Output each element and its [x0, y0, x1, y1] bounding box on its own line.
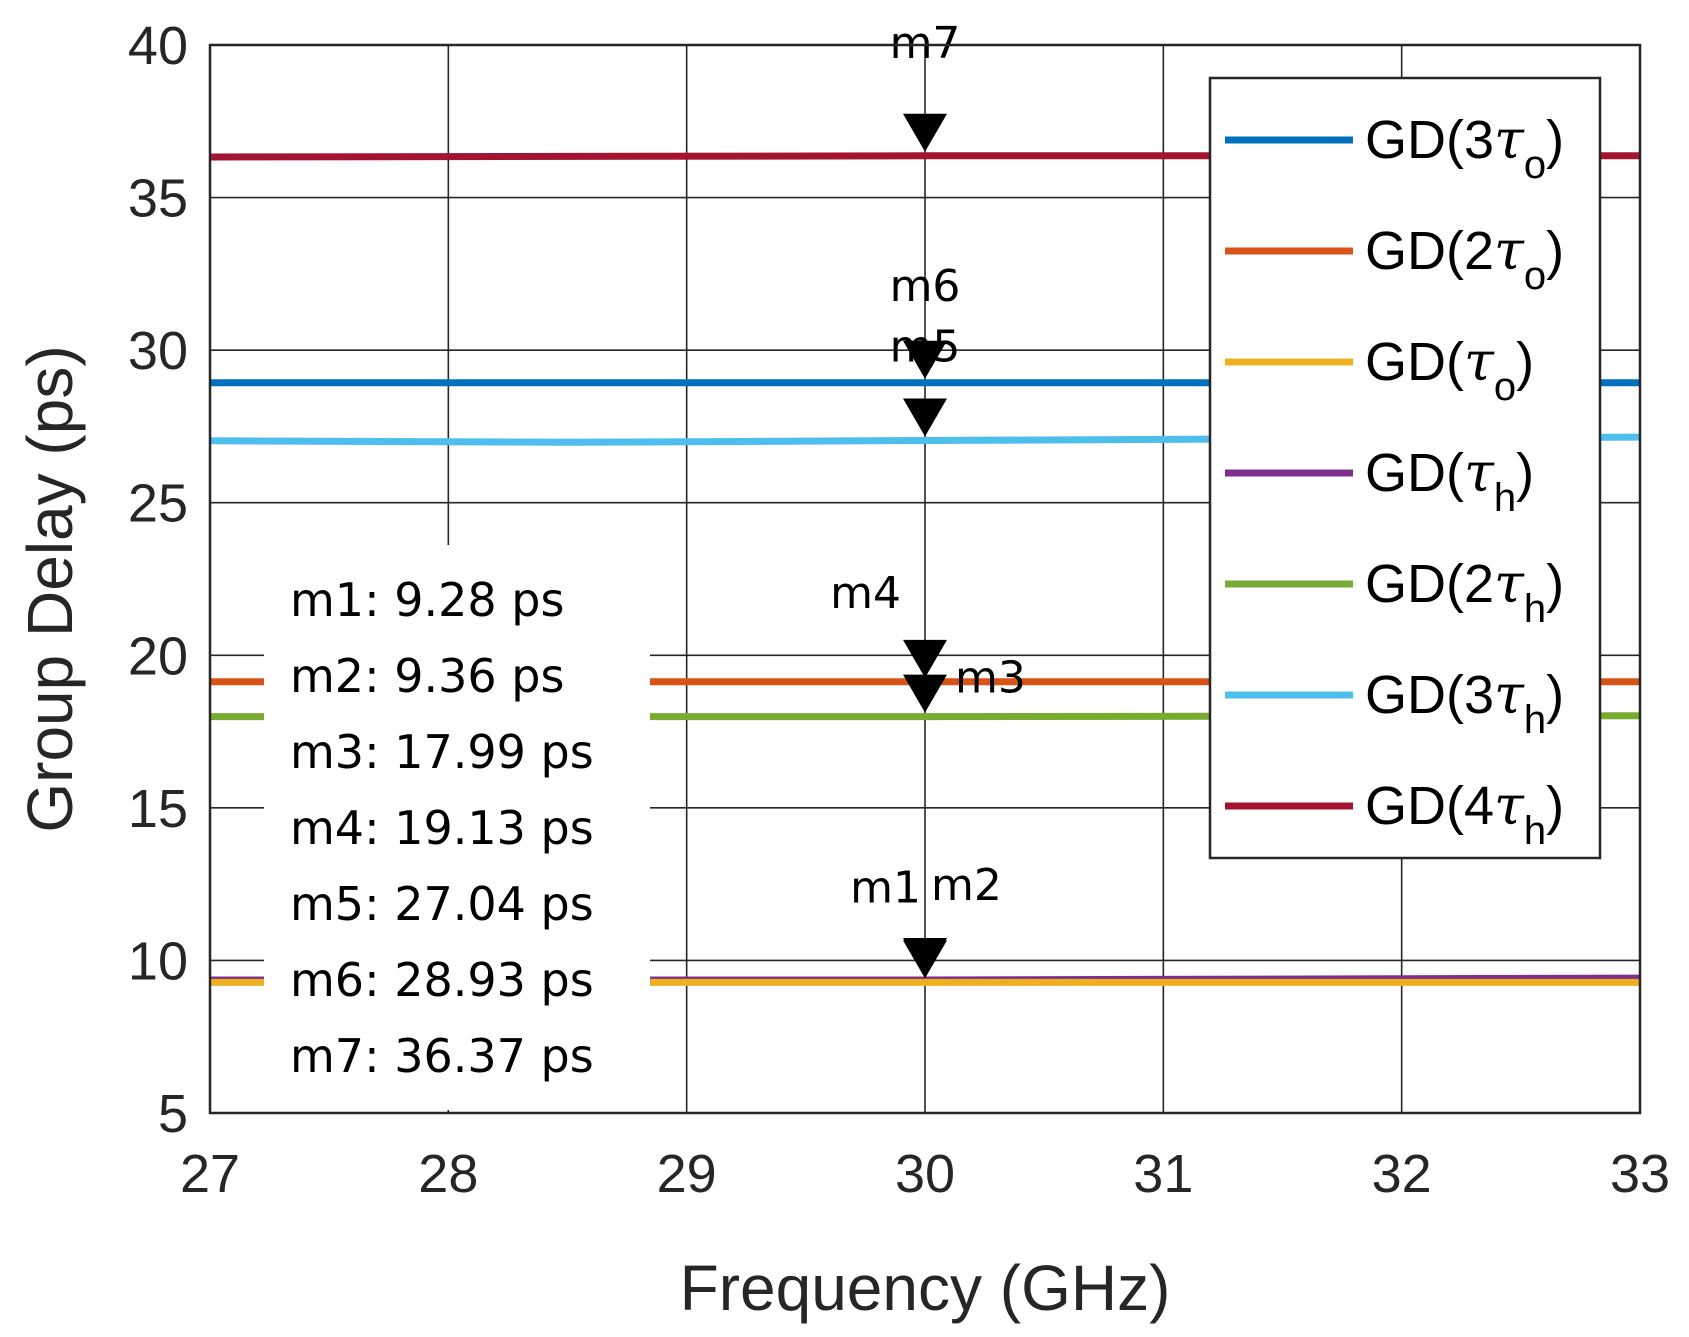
marker-arrow	[903, 937, 947, 976]
x-tick-label: 30	[895, 1144, 955, 1204]
marker-note: m1: 9.28 ps	[290, 573, 564, 627]
x-tick-label: 33	[1610, 1144, 1670, 1204]
x-tick-label: 27	[180, 1144, 240, 1204]
marker-label: m2	[931, 860, 1002, 911]
legend-label: GD(2τh)	[1365, 552, 1564, 631]
x-tick-label: 29	[657, 1144, 717, 1204]
y-axis-label: Group Delay (ps)	[14, 345, 86, 832]
marker-arrow	[903, 639, 947, 678]
y-tick-label: 5	[158, 1084, 188, 1144]
legend: GD(3τo) GD(2τo) GD(τo) GD(τh) GD(2τh) GD(3τh)…	[1208, 76, 1602, 860]
marker-arrows: m7 m6 m5 m4 m3 m1 m2	[830, 18, 1026, 979]
marker-label: m4	[830, 568, 901, 619]
marker-note: m6: 28.93 ps	[290, 953, 594, 1007]
marker-label: m6	[890, 261, 961, 312]
marker-arrow	[903, 674, 947, 713]
marker-label: m1	[850, 862, 921, 913]
marker-note: m4: 19.13 ps	[290, 801, 594, 855]
x-axis-label: Frequency (GHz)	[680, 1252, 1171, 1324]
legend-label: GD(τo)	[1365, 330, 1534, 409]
y-tick-label: 15	[128, 779, 188, 839]
marker-arrow	[903, 340, 947, 379]
y-tick-label: 20	[128, 626, 188, 686]
plot-frame	[208, 43, 1642, 1115]
marker-note: m7: 36.37 ps	[290, 1029, 594, 1083]
y-tick-label: 40	[128, 16, 188, 76]
marker-readout-background	[264, 545, 650, 1110]
y-tick-label: 30	[128, 321, 188, 381]
marker-arrow	[903, 113, 947, 152]
marker-note: m5: 27.04 ps	[290, 877, 594, 931]
x-tick-label: 28	[418, 1144, 478, 1204]
y-tick-label: 25	[128, 474, 188, 534]
marker-note: m2: 9.36 ps	[290, 649, 564, 703]
marker-arrow	[903, 398, 947, 437]
legend-label: GD(2τo)	[1365, 219, 1564, 298]
marker-readout-box: m1: 9.28 ps m2: 9.36 ps m3: 17.99 ps m4: 19…	[264, 545, 650, 1110]
x-tick-label: 31	[1133, 1144, 1193, 1204]
y-tick-label: 10	[128, 931, 188, 991]
marker-label: m3	[955, 653, 1026, 704]
legend-label: GD(4τh)	[1365, 774, 1564, 853]
legend-label: GD(3τo)	[1365, 108, 1564, 187]
y-tick-label: 35	[128, 169, 188, 229]
x-tick-label: 32	[1372, 1144, 1432, 1204]
marker-label: m7	[890, 18, 961, 69]
legend-label: GD(3τh)	[1365, 663, 1564, 742]
legend-box	[1208, 76, 1602, 860]
legend-label: GD(τh)	[1365, 441, 1534, 520]
marker-label: m5	[890, 321, 961, 372]
marker-note: m3: 17.99 ps	[290, 725, 594, 779]
axis-ticks: 27 28 29 30 31 32 33 5 10 15 20 25 30 35 40	[128, 16, 1670, 1204]
